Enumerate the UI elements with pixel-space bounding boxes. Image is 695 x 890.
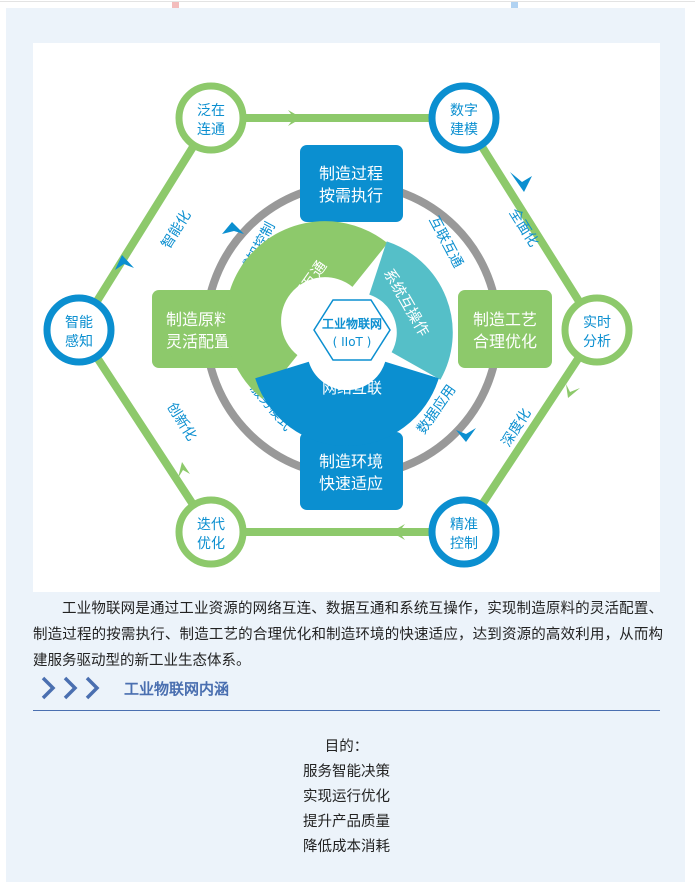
node-circle xyxy=(428,82,500,154)
node-label: 建模 xyxy=(450,122,478,138)
triple-chevron-right-icon xyxy=(41,676,100,700)
box-text: 制造原料 xyxy=(166,310,230,329)
blue-edge-arrows xyxy=(115,172,532,270)
ring-arrow-icon xyxy=(222,222,244,234)
purpose-item: 提升产品质量 xyxy=(303,814,390,830)
node-circle xyxy=(175,496,247,568)
box-environment xyxy=(300,432,403,510)
box-text: 按需执行 xyxy=(319,186,383,205)
iiot-diagram: 智能化 全面化 深度化 创新化 泛在 连通 数字 建模 实时 分析 精准 控制 迭代 优化 智能 感知… xyxy=(33,43,660,592)
node-label: 实时 xyxy=(583,315,611,331)
edge-label: 智能化 xyxy=(159,208,195,252)
node-label: 泛在 xyxy=(197,103,225,119)
purpose-item: 服务智能决策 xyxy=(303,764,390,780)
node-label: 迭代 xyxy=(197,517,225,533)
purpose-item: 实现运行优化 xyxy=(303,789,390,805)
top-border xyxy=(0,1,695,2)
node-circle xyxy=(428,496,500,568)
center-hexagon xyxy=(313,299,391,361)
purpose-label: 目的： xyxy=(324,739,369,755)
box-process xyxy=(300,145,403,222)
box-text: 制造环境 xyxy=(319,452,383,471)
center-title: 工业物联网 xyxy=(322,316,382,331)
divider xyxy=(33,710,660,711)
edge-label: 创新化 xyxy=(163,400,199,444)
segment-data xyxy=(225,221,388,399)
node-label: 控制 xyxy=(450,536,478,552)
arrow-up-icon xyxy=(115,255,134,270)
purpose-list: 目的： 服务智能决策 实现运行优化 提升产品质量 降低成本消耗 xyxy=(33,735,660,860)
center-subtitle: ( IIoT ) xyxy=(333,335,372,349)
node-circle xyxy=(561,294,633,366)
node-label: 连通 xyxy=(197,122,225,138)
arrow-up-icon xyxy=(178,462,190,478)
node-circle xyxy=(175,82,247,154)
box-material xyxy=(152,290,245,368)
section-heading: 工业物联网内涵 xyxy=(40,676,229,700)
box-text: 快速适应 xyxy=(319,474,383,493)
segment-system xyxy=(368,241,453,380)
node-circle xyxy=(43,294,115,366)
section-title: 工业物联网内涵 xyxy=(124,679,230,698)
description-paragraph: 工业物联网是通过工业资源的网络互连、数据互通和系统互操作，实现制造原料的灵活配置… xyxy=(33,601,663,669)
box-text: 制造工艺 xyxy=(473,310,537,329)
purpose-item: 降低成本消耗 xyxy=(303,839,390,855)
arrow-down-icon xyxy=(566,384,580,398)
node-label: 感知 xyxy=(65,333,93,350)
box-craft xyxy=(458,290,552,368)
segment-label: 网络互联 xyxy=(322,379,382,397)
box-text: 制造过程 xyxy=(319,164,383,183)
node-label: 数字 xyxy=(450,103,478,119)
edge-arrows xyxy=(178,110,580,540)
arrow-right-icon xyxy=(288,110,302,126)
segment-network xyxy=(255,360,439,446)
node-label: 分析 xyxy=(583,334,611,350)
box-text: 合理优化 xyxy=(473,332,537,351)
node-label: 智能 xyxy=(65,315,93,331)
node-label: 优化 xyxy=(197,536,225,552)
arrow-left-icon xyxy=(391,524,405,540)
node-label: 精准 xyxy=(450,517,478,533)
box-text: 灵活配置 xyxy=(166,332,230,351)
ring-arrow-icon xyxy=(456,428,476,442)
arrow-down-icon xyxy=(510,172,532,192)
